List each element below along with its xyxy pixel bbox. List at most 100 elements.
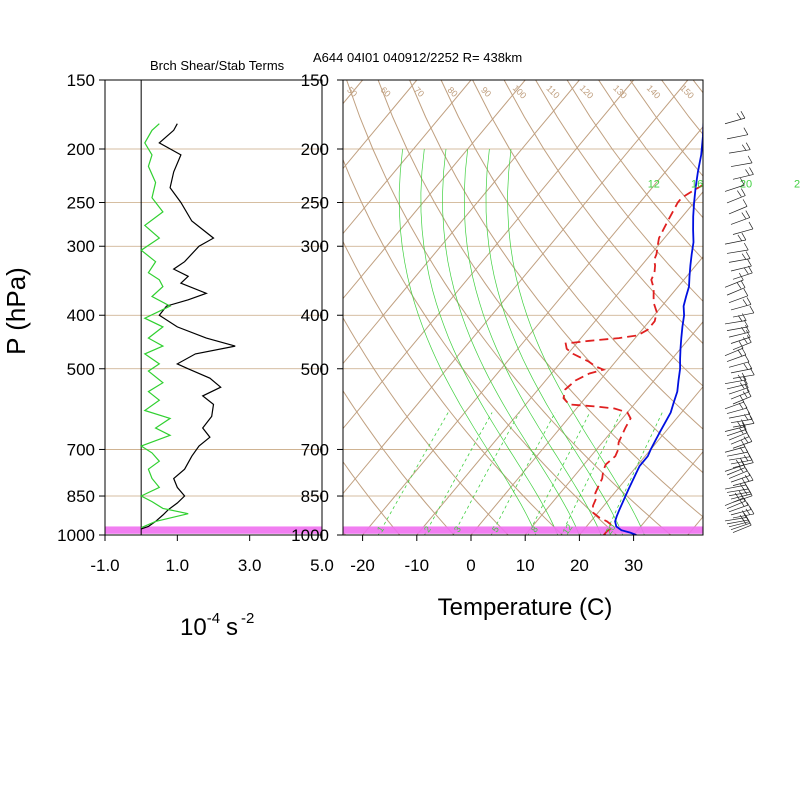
left-y-tick-label-1: 200	[67, 140, 95, 159]
wind-barb-staff	[728, 456, 751, 461]
mixing-ratio-label-0: 12	[648, 179, 660, 191]
left-y-tick-label-7: 850	[67, 487, 95, 506]
moist-adiabat-line	[442, 148, 580, 535]
wind-barb-feather	[749, 455, 754, 463]
moist-adiabat-line	[463, 148, 602, 535]
wind-barb-feather	[748, 473, 754, 481]
mixing-ratio-label-2: 20	[740, 179, 752, 191]
wind-barb-feather	[739, 446, 745, 454]
isotherm-top-label-7: 120	[578, 83, 596, 101]
wind-barb-feather	[737, 349, 743, 356]
dry-adiabat-line	[661, 80, 703, 136]
isotherm-line	[343, 80, 526, 300]
isotherm-line	[343, 80, 689, 495]
bottom-mixing-label-6: 20	[604, 522, 618, 536]
wind-barb-staff	[728, 361, 750, 368]
shear-stability-panel: -1.0 1.0 3.0 5.0 150 200 250 300 400 500 700 850 10…	[1, 71, 334, 641]
dry-adiabat-line	[343, 316, 509, 535]
wind-barb-staff	[724, 517, 747, 522]
wind-barb-feather	[738, 465, 744, 473]
wind-barb-feather	[741, 327, 746, 334]
wind-barb-feather	[735, 459, 741, 467]
wind-barb-feather	[740, 177, 745, 186]
skewt-series-temperature_red	[562, 183, 703, 535]
wind-barb-feather	[743, 319, 749, 328]
wind-barb-staff	[730, 336, 751, 344]
surface-band-rect-left	[105, 526, 322, 534]
wind-barb-column	[724, 110, 755, 533]
wind-barb-feather	[741, 212, 747, 219]
wind-barb-feather	[742, 199, 748, 207]
wind-barb-feather	[734, 492, 740, 500]
isotherm-line	[579, 385, 703, 535]
skewt-y-tick-label-3: 300	[301, 237, 329, 256]
wind-barb-feather	[747, 155, 753, 164]
wind-barb-feather	[736, 112, 742, 120]
wind-barb-staff	[726, 383, 748, 390]
wind-barb-feather	[743, 414, 749, 421]
dry-adiabat-line	[343, 389, 455, 535]
wind-barb-feather	[740, 280, 746, 288]
skewt-y-ticks: 150 200 250 300 400 500 700 850 1000	[291, 71, 343, 545]
wind-barb-feather	[745, 325, 750, 333]
isotherm-top-label-8: 130	[611, 83, 629, 101]
skewt-x-tick-label-3: 10	[516, 556, 535, 575]
wind-barb-feather	[738, 402, 744, 410]
wind-barb-feather	[747, 412, 753, 420]
wind-barb-feather	[744, 384, 750, 392]
wind-barb-feather	[740, 188, 746, 196]
wind-barb-staff	[726, 500, 746, 510]
wind-barb-feather	[739, 457, 745, 466]
wind-barb-staff	[724, 379, 747, 385]
left-panel-axes	[104, 79, 323, 536]
wind-barb-staff	[724, 464, 745, 472]
wind-barb-staff	[730, 368, 752, 374]
dry-adiabat-line	[343, 460, 401, 535]
wind-barb-feather	[743, 127, 749, 135]
mixing-ratio-line	[452, 412, 520, 535]
wind-barb-feather	[742, 391, 748, 398]
moist-adiabat-line	[398, 148, 537, 535]
wind-barb-staff	[728, 206, 748, 215]
left-panel-series	[139, 123, 236, 530]
skewt-series-dewpoint_blue	[614, 119, 703, 535]
dry-adiabat-line	[343, 158, 617, 535]
left-y-tick-label-5: 500	[67, 360, 95, 379]
mixing-ratio-line	[604, 412, 663, 535]
wind-barb-feather	[743, 454, 749, 462]
skewt-y-tick-label-5: 500	[301, 360, 329, 379]
skewt-y-tick-label-4: 400	[301, 306, 329, 325]
left-y-tick-label-2: 250	[67, 194, 95, 213]
left-panel-frame	[104, 79, 323, 536]
wind-barb-feather	[747, 258, 752, 267]
wind-barb-feather	[739, 394, 745, 403]
wind-barb-staff	[728, 470, 748, 479]
wind-barb-staff	[728, 413, 750, 419]
bottom-mixing-label-4: 8	[529, 524, 540, 534]
left-y-tick-label-0: 150	[67, 71, 95, 90]
wind-barb-staff	[728, 491, 751, 497]
bottom-mixing-label-2: 3	[452, 524, 463, 534]
wind-barb-feather	[747, 361, 753, 369]
wind-barb-feather	[738, 272, 744, 281]
skewt-y-tick-label-6: 700	[301, 440, 329, 459]
wind-barb-staff	[724, 401, 744, 410]
moist-adiabat-line	[485, 148, 624, 535]
wind-barb-staff	[730, 162, 753, 167]
isotherm-line	[343, 80, 635, 430]
wind-barb-staff	[730, 265, 752, 272]
isotherm-line	[0, 80, 254, 535]
wind-barb-feather	[745, 508, 751, 516]
wind-barb-feather	[743, 288, 749, 297]
dry-adiabat-line	[377, 80, 703, 518]
dry-adiabat-line	[440, 80, 703, 430]
left-x-tick-label-0: -1.0	[90, 556, 119, 575]
left-y-tick-label-6: 700	[67, 440, 95, 459]
dry-adiabat-line	[472, 80, 703, 387]
wind-barb-staff	[732, 174, 754, 180]
wind-barb-feather	[743, 376, 748, 385]
wind-barb-staff	[730, 436, 750, 445]
wind-barb-staff	[726, 488, 749, 493]
dry-adiabat-line	[346, 80, 672, 535]
wind-barb-staff	[726, 249, 749, 254]
